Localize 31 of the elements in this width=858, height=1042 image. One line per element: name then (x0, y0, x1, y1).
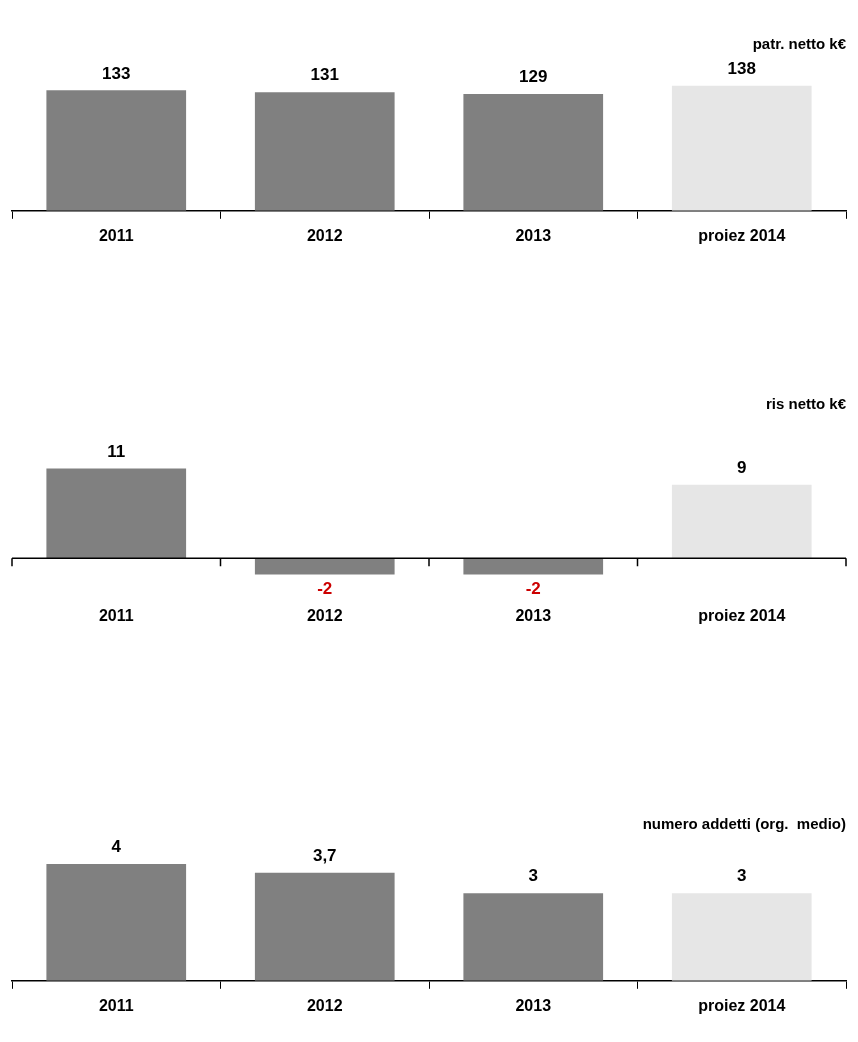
x-tick-label: 2012 (306, 606, 343, 624)
bar (254, 92, 395, 211)
x-tick-label: 2013 (515, 606, 552, 624)
data-label: -2 (317, 578, 333, 598)
data-label: 11 (107, 441, 126, 461)
x-tick-label: 2011 (98, 606, 134, 624)
data-label: 3 (737, 866, 747, 886)
x-tick-label: 2011 (98, 226, 134, 244)
chart-title: ris netto k€ (765, 395, 847, 413)
data-label: 131 (310, 65, 339, 85)
x-tick-label: 2013 (515, 996, 552, 1014)
data-label: 4 (111, 837, 122, 857)
bar (463, 93, 604, 211)
data-label: -2 (525, 578, 541, 598)
data-label: 133 (102, 63, 131, 83)
bar (671, 85, 812, 211)
x-tick-label: proiez 2014 (698, 996, 786, 1014)
data-label: 3 (528, 866, 538, 886)
x-tick-label: proiez 2014 (698, 226, 786, 244)
chart-title: numero addetti (org. medio) (642, 815, 846, 833)
bar (46, 90, 187, 211)
data-label: 129 (519, 67, 548, 87)
x-tick-label: 2012 (306, 996, 343, 1014)
data-label: 9 (737, 457, 747, 477)
x-tick-label: proiez 2014 (698, 606, 786, 624)
x-tick-label: 2012 (306, 226, 343, 244)
x-tick-label: 2011 (98, 996, 134, 1014)
data-label: 3,7 (312, 845, 337, 865)
chart-title: patr. netto k€ (752, 35, 847, 53)
data-label: 138 (727, 59, 756, 78)
x-tick-label: 2013 (515, 226, 552, 244)
